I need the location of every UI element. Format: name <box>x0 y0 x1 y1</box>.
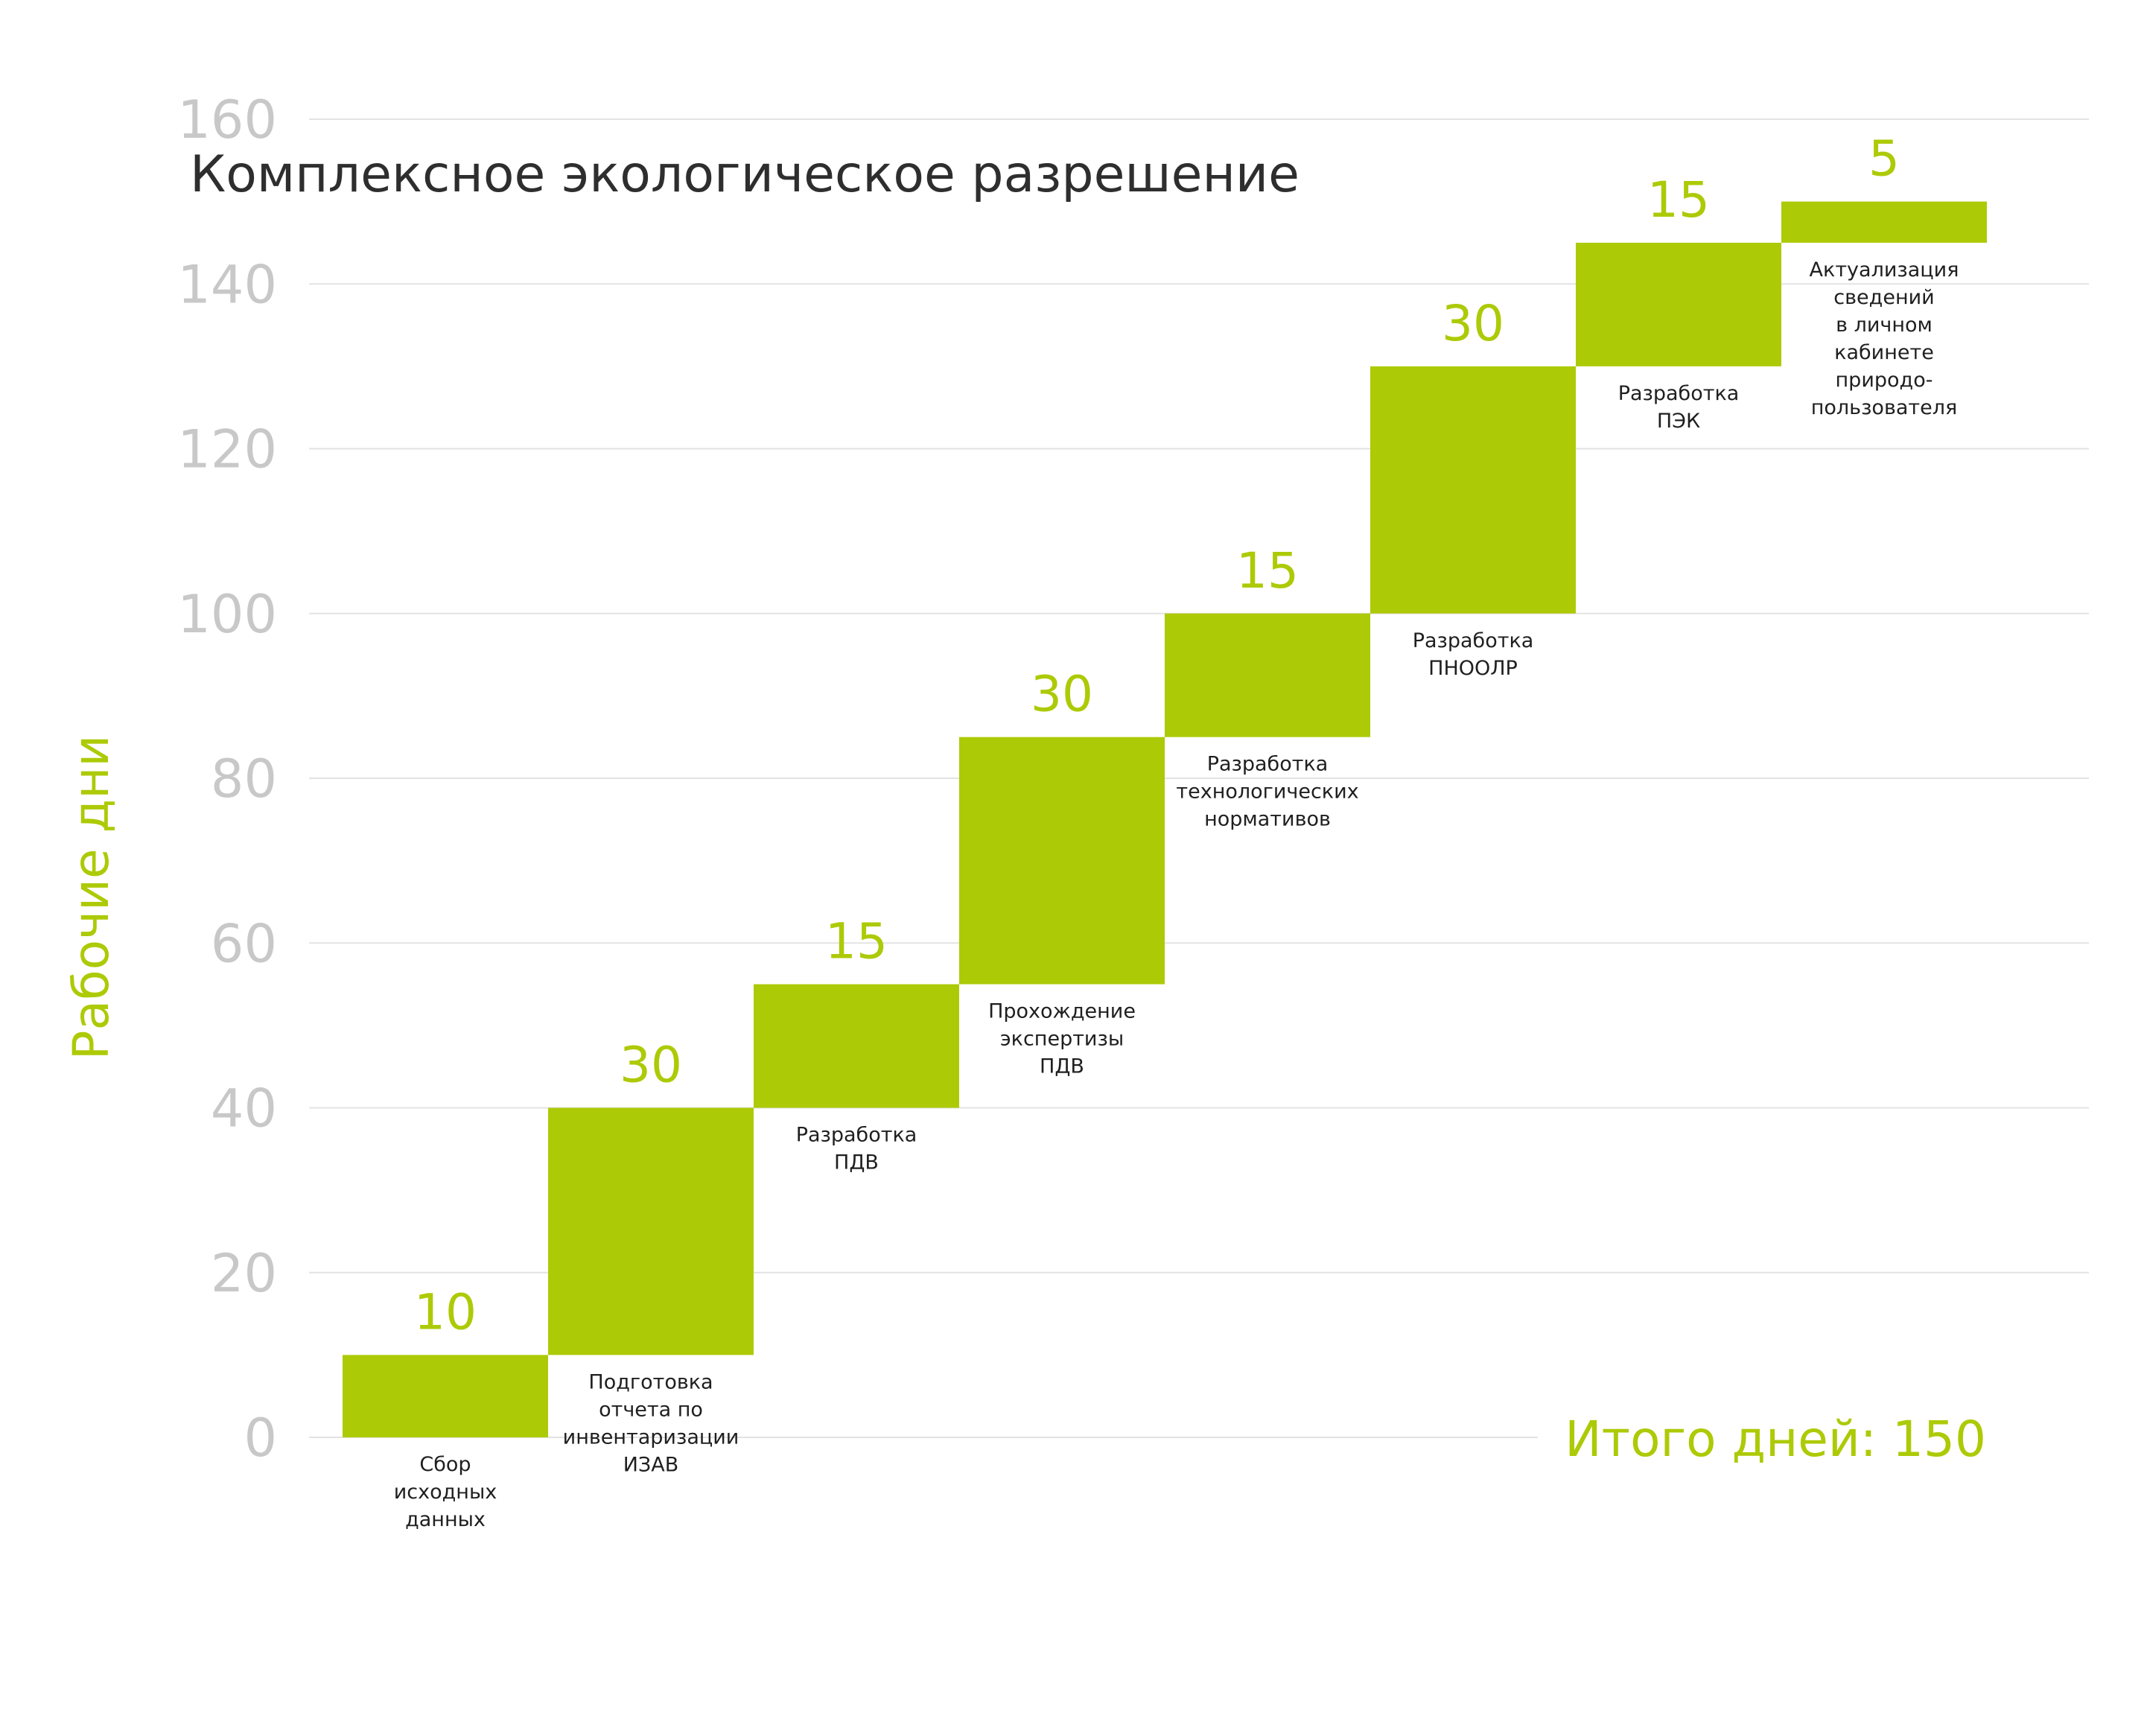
y-axis-ticks: 0 20 40 60 80 100 120 140 160 <box>177 89 277 1469</box>
bar <box>754 984 959 1108</box>
category-label: Сбор исходных данных <box>394 1453 497 1531</box>
value-label: 15 <box>825 913 888 970</box>
category-label: Актуализация сведений в личном кабинете прир… <box>1810 258 1959 419</box>
y-axis-label: Рабочие дни <box>63 735 120 1060</box>
value-label: 5 <box>1868 130 1900 188</box>
value-label: 10 <box>414 1283 477 1341</box>
bar <box>548 1107 754 1355</box>
y-tick-label: 120 <box>177 419 277 480</box>
category-label: Прохождение экспертизы ПДВ <box>988 1000 1136 1078</box>
category-label: Разработка ПДВ <box>796 1124 917 1174</box>
value-label: 30 <box>1442 295 1504 352</box>
bar <box>1165 613 1370 737</box>
value-label: 30 <box>620 1037 682 1094</box>
bar <box>343 1355 548 1437</box>
category-label: Разработка ПЭК <box>1618 382 1740 433</box>
value-label: 30 <box>1031 666 1093 723</box>
value-labels: 10 30 15 30 15 30 15 5 <box>414 130 1900 1341</box>
y-tick-label: 0 <box>244 1408 277 1469</box>
bars <box>343 201 1987 1437</box>
value-label: 15 <box>1647 171 1710 229</box>
chart-title: Комплексное экологическое разрешение <box>190 145 1300 204</box>
y-tick-label: 100 <box>177 584 277 645</box>
y-tick-label: 20 <box>211 1243 277 1304</box>
bar <box>1370 366 1576 614</box>
category-label: Разработка технологических нормативов <box>1176 753 1358 831</box>
total-days-label: Итого дней: 150 <box>1565 1411 1986 1468</box>
y-tick-label: 140 <box>177 254 277 315</box>
category-label: Разработка ПНООЛР <box>1413 629 1534 680</box>
category-label: Подготовка отчета по инвентаризации ИЗАВ <box>563 1370 739 1476</box>
category-labels: Сбор исходных данных Подготовка отчета по инв… <box>394 258 1959 1531</box>
y-tick-label: 160 <box>177 89 277 150</box>
y-tick-label: 80 <box>211 748 277 810</box>
y-tick-label: 40 <box>211 1078 277 1139</box>
value-label: 15 <box>1236 542 1299 600</box>
bar <box>959 737 1165 985</box>
bar <box>1781 201 1987 243</box>
y-tick-label: 60 <box>211 913 277 974</box>
bar <box>1576 242 1781 366</box>
